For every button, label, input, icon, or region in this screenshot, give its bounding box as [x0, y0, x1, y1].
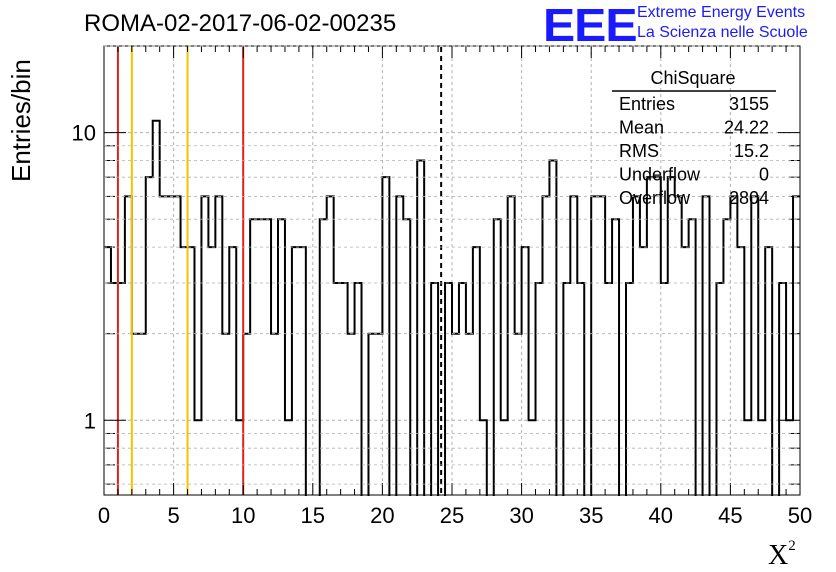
stats-label-entries: Entries	[619, 94, 675, 114]
x-tick-label: 40	[649, 503, 673, 528]
chart-title: ROMA-02-2017-06-02-00235	[84, 10, 397, 37]
logo-line-2: La Scienza nelle Scuole	[637, 24, 808, 41]
stats-label-mean: Mean	[619, 118, 664, 138]
x-axis-label: X2	[768, 538, 796, 572]
x-axis-label-sup: 2	[788, 538, 796, 554]
x-tick-label: 30	[509, 503, 533, 528]
x-tick-label: 10	[231, 503, 255, 528]
x-tick-label: 45	[718, 503, 742, 528]
stats-value-underflow: 0	[759, 165, 769, 185]
x-tick-label: 20	[370, 503, 394, 528]
x-tick-label: 50	[788, 503, 812, 528]
stats-value-mean: 24.22	[724, 118, 769, 138]
axis-mask	[102, 496, 802, 510]
eee-logo: EEE	[543, 0, 638, 51]
x-tick-label: 5	[167, 503, 179, 528]
stats-title: ChiSquare	[650, 68, 735, 88]
x-tick-label: 35	[579, 503, 603, 528]
x-tick-label: 0	[98, 503, 110, 528]
y-tick-label: 10	[72, 121, 96, 146]
stats-label-rms: RMS	[619, 141, 659, 161]
stats-value-overflow: 2804	[729, 188, 769, 208]
stats-label-overflow: Overflow	[619, 188, 691, 208]
y-tick-label: 1	[84, 408, 96, 433]
logo-line-1: Extreme Energy Events	[637, 4, 806, 21]
x-axis-label-main: X	[768, 540, 789, 571]
x-tick-label: 25	[440, 503, 464, 528]
stats-label-underflow: Underflow	[619, 165, 701, 185]
x-tick-label: 15	[301, 503, 325, 528]
stats-value-rms: 15.2	[734, 141, 769, 161]
stats-value-entries: 3155	[729, 94, 769, 114]
